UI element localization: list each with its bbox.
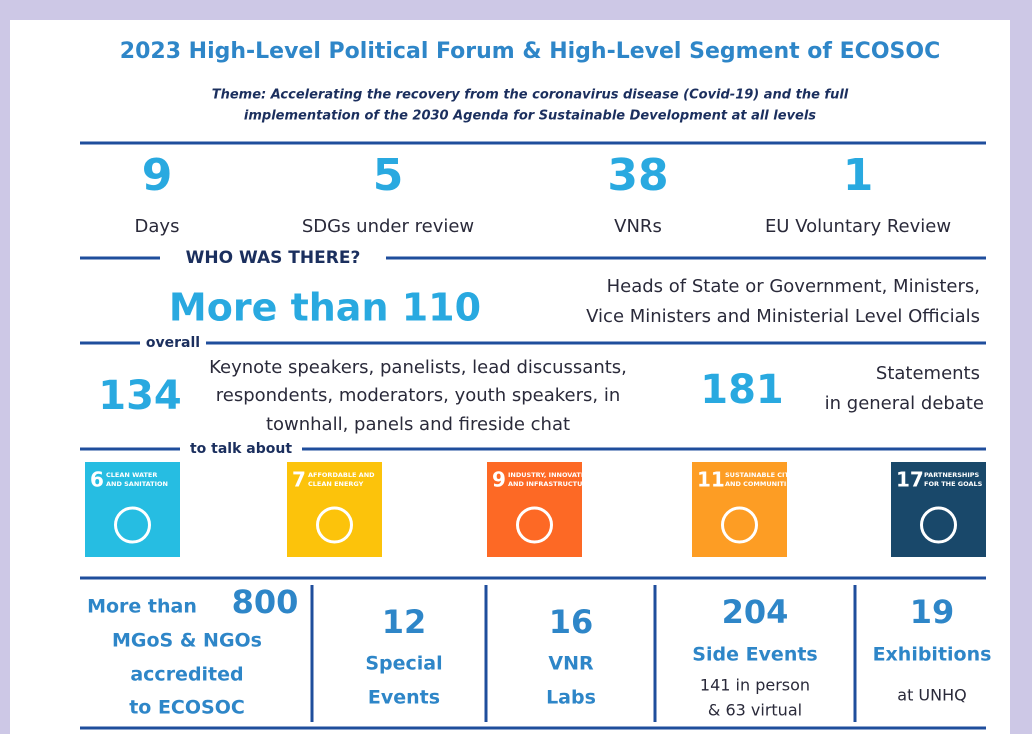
speakers-text: respondents, moderators, youth speakers,… xyxy=(216,385,621,406)
speakers-text: townhall, panels and fireside chat xyxy=(266,414,570,435)
box-value: 204 xyxy=(722,593,789,631)
stat-label: VNRs xyxy=(614,216,662,237)
box-text: Exhibitions xyxy=(873,644,992,666)
section-label: WHO WAS THERE? xyxy=(186,248,361,268)
box-text: accredited xyxy=(130,664,243,686)
sdg-pictogram xyxy=(316,506,353,544)
sdg-number: 6 xyxy=(90,468,104,492)
sdg-number: 9 xyxy=(492,468,506,492)
box-value: 19 xyxy=(910,593,955,631)
box-note: 141 in person xyxy=(700,676,810,695)
sdg-label: FOR THE GOALS xyxy=(924,480,983,488)
sdg-pictogram xyxy=(516,506,553,544)
statements-text: Statements xyxy=(876,363,980,384)
box-text: Side Events xyxy=(692,644,817,666)
statements-text: in general debate xyxy=(825,393,984,414)
sdg-label: CLEAN ENERGY xyxy=(308,480,364,488)
sdg-label: AND SANITATION xyxy=(106,480,168,488)
sdg-number: 17 xyxy=(896,468,924,492)
sdg-pictogram xyxy=(920,506,957,544)
box-value: 800 xyxy=(232,583,299,621)
theme: Theme: Accelerating the recovery from th… xyxy=(212,88,849,103)
panel xyxy=(10,20,1010,734)
heads-value: More than 110 xyxy=(169,286,481,330)
box-note: at UNHQ xyxy=(897,686,966,705)
box-text: VNR xyxy=(548,653,594,675)
box-note: & 63 virtual xyxy=(708,701,802,720)
heads-text: Heads of State or Government, Ministers, xyxy=(607,276,980,297)
stat-label: Days xyxy=(135,216,180,237)
sdg-label: INDUSTRY, INNOVATION xyxy=(508,471,594,479)
box-text: Special xyxy=(365,653,442,675)
section-label: overall xyxy=(146,335,200,351)
sdg-label: AND INFRASTRUCTURE xyxy=(508,480,592,488)
sdg-number: 11 xyxy=(697,468,725,492)
stat-label: SDGs under review xyxy=(302,216,474,237)
stat-value: 38 xyxy=(607,150,668,201)
box-value: 16 xyxy=(549,603,594,641)
title: 2023 High-Level Political Forum & High-L… xyxy=(120,39,940,64)
speakers-text: Keynote speakers, panelists, lead discus… xyxy=(209,357,627,378)
sdg-label: PARTNERSHIPS xyxy=(924,471,980,479)
box-text: Labs xyxy=(546,687,596,709)
stat-value: 5 xyxy=(373,150,404,201)
box-text: More than xyxy=(87,596,197,618)
speakers-value: 134 xyxy=(98,373,182,419)
box-text: MGoS & NGOs xyxy=(112,630,262,652)
stat-label: EU Voluntary Review xyxy=(765,216,951,237)
sdg-label: SUSTAINABLE CITIES xyxy=(725,471,801,479)
sdg-label: CLEAN WATER xyxy=(106,471,157,479)
sdg-pictogram xyxy=(114,506,151,544)
box-text: to ECOSOC xyxy=(129,697,245,719)
statements-value: 181 xyxy=(700,367,784,413)
heads-text: Vice Ministers and Ministerial Level Off… xyxy=(586,306,980,327)
sdg-label: AND COMMUNITIES xyxy=(725,480,796,488)
box-text: Events xyxy=(368,687,440,709)
theme: implementation of the 2030 Agenda for Su… xyxy=(244,109,816,124)
sdg-number: 7 xyxy=(292,468,306,492)
sdg-pictogram xyxy=(721,506,758,544)
stat-value: 9 xyxy=(142,150,173,201)
section-label: to talk about xyxy=(190,441,292,457)
sdg-label: AFFORDABLE AND xyxy=(308,471,375,479)
box-value: 12 xyxy=(382,603,427,641)
stat-value: 1 xyxy=(843,150,874,201)
